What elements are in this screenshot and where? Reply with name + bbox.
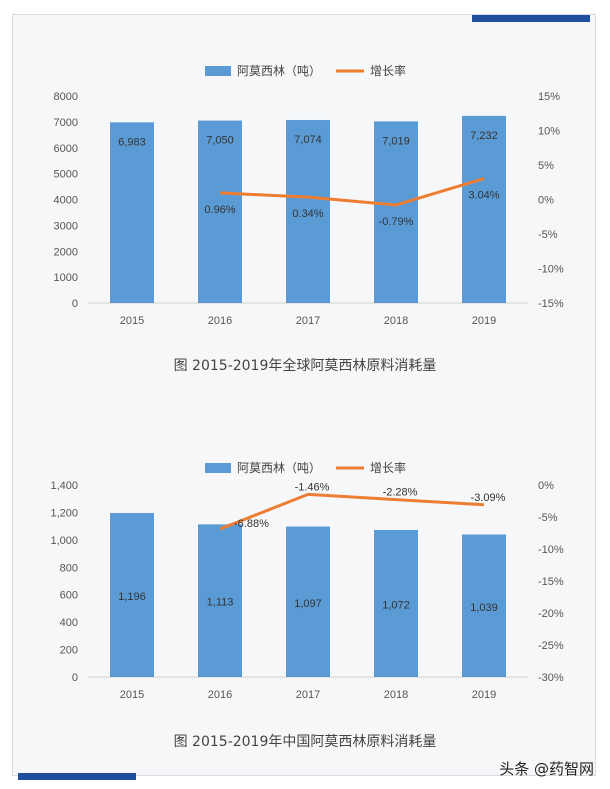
- growth-rate-label: -2.28%: [383, 487, 418, 499]
- y-tick-label: 1,000: [50, 535, 78, 547]
- bar-value-label: 1,072: [382, 599, 410, 611]
- growth-rate-label: -0.79%: [379, 216, 414, 228]
- bar-value-label: 1,039: [470, 602, 498, 614]
- growth-rate-line: [219, 177, 485, 207]
- growth-rate-label: -6.88%: [234, 518, 269, 530]
- x-tick-label: 2016: [208, 315, 232, 327]
- bar: [286, 526, 330, 677]
- chart-title: 图 2015-2019年全球阿莫西林原料消耗量: [174, 357, 437, 374]
- bar: [374, 529, 418, 677]
- growth-rate-line: [219, 492, 485, 531]
- y-tick-label: 3000: [54, 220, 78, 232]
- x-tick-label: 2019: [472, 689, 496, 701]
- y2-tick-label: -20%: [538, 608, 564, 620]
- y-tick-label: 2000: [54, 246, 78, 258]
- growth-rate-label: -3.09%: [471, 492, 506, 504]
- y2-tick-label: -25%: [538, 640, 564, 652]
- decorative-bar-bottom: [18, 773, 136, 780]
- bar-value-label: 7,050: [206, 135, 234, 147]
- bar: [462, 115, 506, 303]
- y-tick-label: 400: [60, 617, 78, 629]
- bar-value-label: 1,196: [118, 591, 146, 603]
- x-tick-label: 2016: [208, 689, 232, 701]
- bar-value-label: 7,019: [382, 135, 410, 147]
- bar: [286, 119, 330, 303]
- bar-value-label: 1,113: [207, 597, 234, 609]
- y2-tick-label: -5%: [538, 229, 558, 241]
- bar: [462, 534, 506, 677]
- y-tick-label: 5000: [54, 169, 78, 181]
- y-tick-label: 1,200: [50, 507, 78, 519]
- y2-tick-label: 15%: [538, 91, 560, 103]
- y-tick-label: 8000: [54, 91, 78, 103]
- y2-tick-label: 0%: [538, 480, 554, 492]
- legend-line-label: 增长率: [370, 460, 406, 475]
- bar-value-label: 1,097: [294, 598, 322, 610]
- y-tick-label: 4000: [54, 195, 78, 207]
- y-tick-label: 6000: [54, 143, 78, 155]
- bar-value-label: 7,232: [470, 130, 498, 142]
- growth-rate-label: 0.34%: [292, 208, 323, 220]
- x-tick-label: 2017: [296, 315, 320, 327]
- y2-tick-label: 0%: [538, 195, 554, 207]
- y2-tick-label: -5%: [538, 512, 558, 524]
- y-tick-label: 800: [60, 562, 78, 574]
- growth-rate-label: -1.46%: [295, 481, 330, 493]
- bar: [198, 120, 242, 303]
- y-tick-label: 0: [72, 298, 78, 310]
- y-tick-label: 0: [72, 672, 78, 684]
- growth-rate-label: 3.04%: [468, 190, 499, 202]
- bar: [374, 121, 418, 303]
- x-tick-label: 2015: [120, 315, 144, 327]
- x-tick-label: 2015: [120, 689, 144, 701]
- chart-title: 图 2015-2019年中国阿莫西林原料消耗量: [174, 734, 437, 750]
- x-tick-label: 2018: [384, 315, 408, 327]
- y-tick-label: 1000: [54, 272, 78, 284]
- bar-value-label: 7,074: [294, 134, 322, 146]
- global-consumption-chart: 0 1000 2000 3000 4000 5000 6000 7000 8000 -15% -10…: [54, 63, 564, 374]
- y2-tick-label: -15%: [538, 298, 564, 310]
- y2-tick-label: -10%: [538, 544, 564, 556]
- y-tick-label: 600: [60, 590, 78, 602]
- y2-tick-label: 5%: [538, 160, 554, 172]
- y2-tick-label: 10%: [538, 126, 560, 138]
- watermark: 头条 @药智网: [499, 760, 594, 778]
- bar: [110, 512, 154, 677]
- y2-tick-label: -15%: [538, 576, 564, 588]
- bar-value-label: 6,983: [118, 136, 146, 148]
- growth-rate-label: 0.96%: [204, 204, 235, 216]
- x-tick-label: 2018: [384, 689, 408, 701]
- legend-bar-label: 阿莫西林（吨）: [237, 64, 321, 78]
- decorative-bar-top: [472, 15, 590, 22]
- legend-bar-swatch: [205, 463, 231, 473]
- x-tick-label: 2019: [472, 315, 496, 327]
- legend-bar-label: 阿莫西林（吨）: [237, 461, 321, 475]
- legend-bar-swatch: [205, 66, 231, 76]
- y-tick-label: 200: [60, 645, 78, 657]
- y-tick-label: 1,400: [50, 480, 78, 492]
- y2-tick-label: -30%: [538, 672, 564, 684]
- y-tick-label: 7000: [54, 117, 78, 129]
- x-tick-label: 2017: [296, 689, 320, 701]
- y2-tick-label: -10%: [538, 264, 564, 276]
- legend-line-label: 增长率: [370, 63, 406, 78]
- bar: [198, 524, 242, 677]
- bar: [110, 122, 154, 303]
